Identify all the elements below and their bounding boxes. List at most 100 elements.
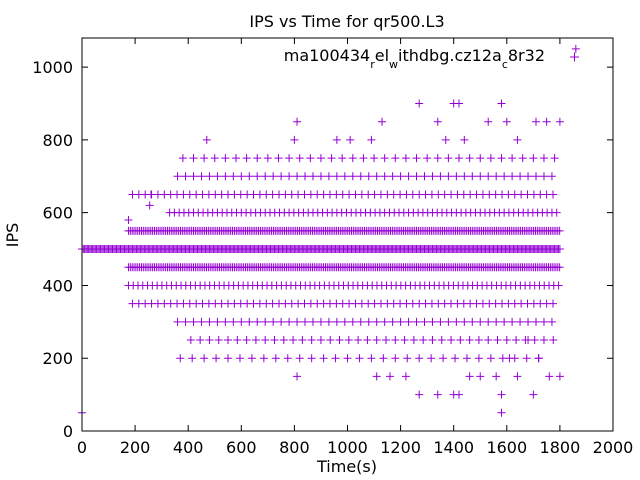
y-tick-label: 1000 bbox=[32, 58, 73, 77]
data-point bbox=[173, 317, 182, 326]
data-point bbox=[214, 336, 223, 345]
data-point bbox=[396, 172, 405, 181]
data-point bbox=[261, 172, 270, 181]
data-point bbox=[497, 154, 506, 163]
data-point bbox=[555, 263, 564, 272]
data-point bbox=[372, 317, 381, 326]
data-point bbox=[370, 154, 379, 163]
data-point bbox=[437, 336, 446, 345]
data-point bbox=[283, 354, 292, 363]
data-point bbox=[396, 317, 405, 326]
data-point bbox=[486, 354, 495, 363]
plot-area bbox=[78, 44, 580, 417]
data-point bbox=[493, 336, 502, 345]
y-axis-label: IPS bbox=[3, 223, 22, 248]
data-point bbox=[415, 354, 424, 363]
data-point bbox=[173, 172, 182, 181]
data-point bbox=[428, 317, 437, 326]
data-point bbox=[388, 172, 397, 181]
data-point bbox=[213, 172, 222, 181]
data-point bbox=[474, 336, 483, 345]
data-point bbox=[532, 317, 541, 326]
data-point bbox=[455, 99, 464, 108]
data-point bbox=[331, 354, 340, 363]
data-point bbox=[189, 172, 198, 181]
x-tick-label: 1600 bbox=[486, 438, 527, 457]
data-point bbox=[332, 172, 341, 181]
data-point bbox=[213, 317, 222, 326]
data-point bbox=[301, 172, 310, 181]
data-point bbox=[259, 354, 268, 363]
data-point bbox=[513, 372, 522, 381]
data-point bbox=[436, 172, 445, 181]
data-point bbox=[412, 154, 421, 163]
data-point bbox=[380, 172, 389, 181]
data-point bbox=[516, 317, 525, 326]
data-point bbox=[518, 154, 527, 163]
data-point bbox=[224, 354, 233, 363]
data-point bbox=[388, 317, 397, 326]
data-point bbox=[316, 336, 325, 345]
data-point bbox=[476, 317, 485, 326]
data-point bbox=[301, 317, 310, 326]
data-point bbox=[245, 172, 254, 181]
data-point bbox=[261, 336, 270, 345]
data-point bbox=[548, 190, 557, 199]
data-point bbox=[455, 390, 464, 399]
data-point bbox=[492, 372, 501, 381]
data-point bbox=[340, 172, 349, 181]
data-point bbox=[348, 154, 357, 163]
data-point bbox=[524, 317, 533, 326]
x-tick-label: 1200 bbox=[380, 438, 421, 457]
data-point bbox=[237, 172, 246, 181]
data-point bbox=[298, 336, 307, 345]
data-point bbox=[548, 299, 557, 308]
data-point bbox=[356, 317, 365, 326]
data-point bbox=[428, 172, 437, 181]
data-point bbox=[364, 317, 373, 326]
x-axis: 0 200 400 600 800 1000 1200 1400 1600 1800 2000 bbox=[77, 38, 633, 457]
data-point bbox=[555, 245, 564, 254]
data-point bbox=[338, 154, 347, 163]
data-point bbox=[420, 317, 429, 326]
data-point bbox=[307, 336, 316, 345]
data-point bbox=[189, 154, 198, 163]
data-point bbox=[379, 354, 388, 363]
data-point bbox=[427, 354, 436, 363]
data-point bbox=[147, 190, 156, 199]
data-point bbox=[555, 226, 564, 235]
data-point bbox=[455, 154, 464, 163]
data-point bbox=[186, 336, 195, 345]
data-point bbox=[363, 336, 372, 345]
data-point bbox=[391, 354, 400, 363]
data-point bbox=[476, 154, 485, 163]
x-tick-label: 0 bbox=[77, 438, 87, 457]
data-point bbox=[415, 99, 424, 108]
data-point bbox=[412, 317, 421, 326]
data-point bbox=[261, 317, 270, 326]
data-point bbox=[354, 336, 363, 345]
y-tick-label: 600 bbox=[42, 204, 73, 223]
x-axis-label: Time(s) bbox=[316, 457, 377, 476]
data-point bbox=[308, 172, 317, 181]
y-tick-label: 0 bbox=[63, 422, 73, 441]
data-point bbox=[508, 317, 517, 326]
data-point bbox=[295, 154, 304, 163]
data-point bbox=[205, 172, 214, 181]
data-point bbox=[444, 317, 453, 326]
data-point bbox=[253, 172, 262, 181]
data-point bbox=[550, 154, 559, 163]
data-point bbox=[293, 172, 302, 181]
data-point bbox=[391, 154, 400, 163]
data-point bbox=[346, 135, 355, 144]
data-point bbox=[497, 390, 506, 399]
data-point bbox=[233, 336, 242, 345]
data-point bbox=[381, 336, 390, 345]
data-point bbox=[492, 317, 501, 326]
data-point bbox=[497, 99, 506, 108]
data-point bbox=[545, 372, 554, 381]
data-point bbox=[500, 317, 509, 326]
data-point bbox=[444, 172, 453, 181]
data-point bbox=[512, 336, 521, 345]
